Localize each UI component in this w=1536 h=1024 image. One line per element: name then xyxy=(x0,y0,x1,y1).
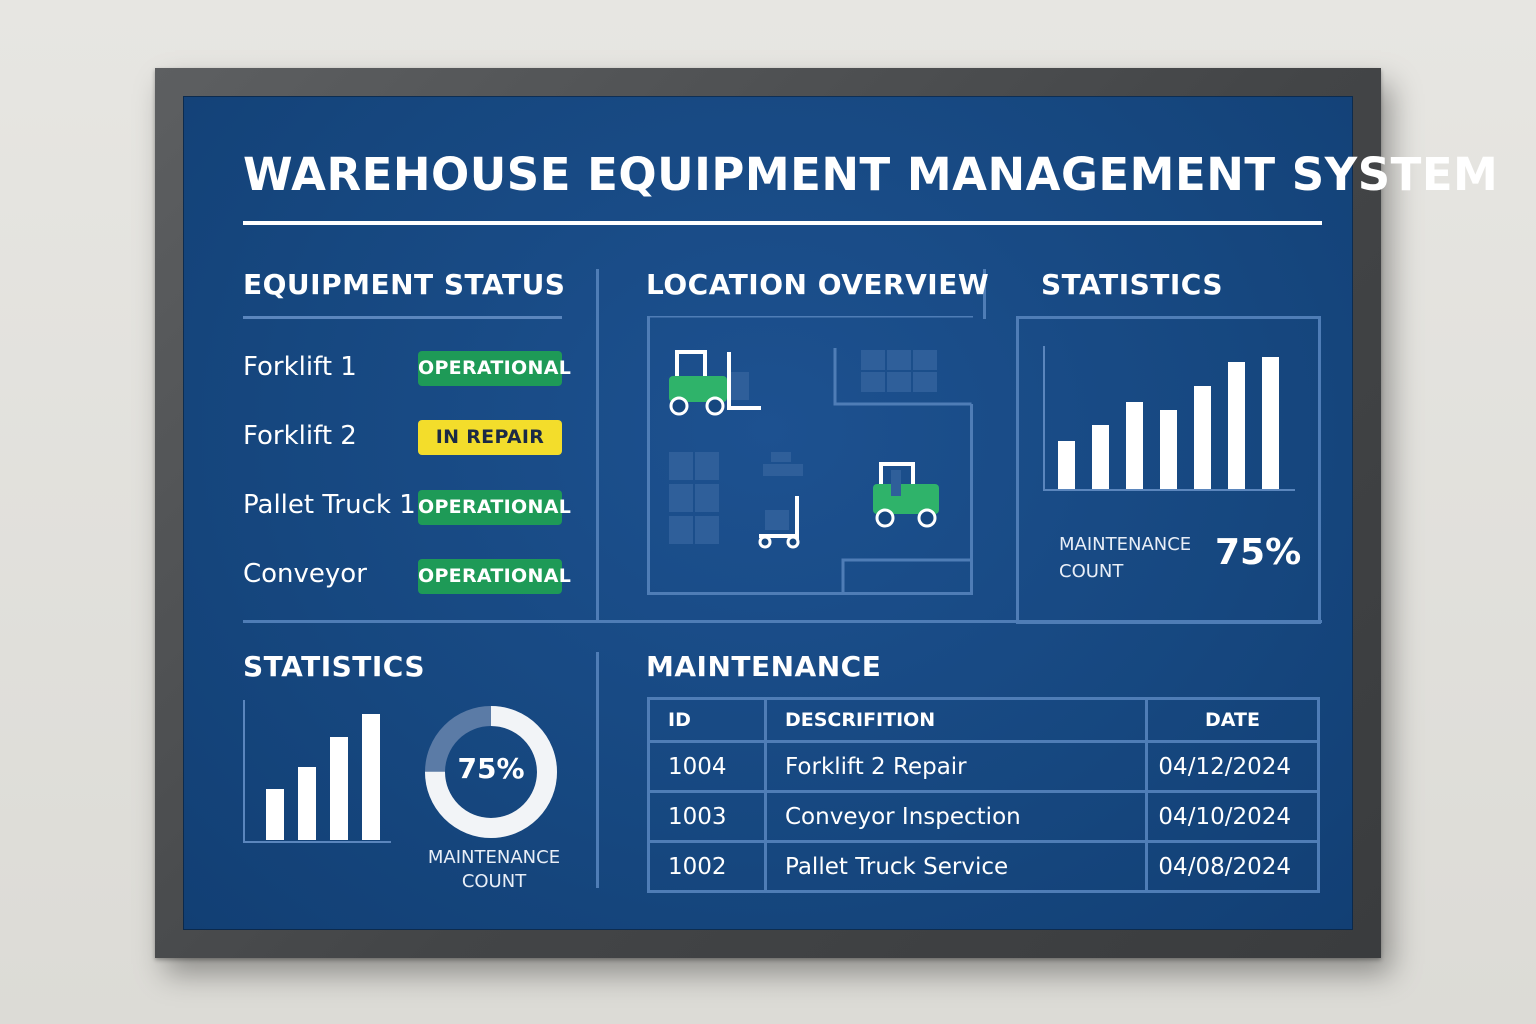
forklift-icon xyxy=(669,350,761,416)
table-row[interactable]: 1002 Pallet Truck Service 04/08/2024 xyxy=(647,840,1320,893)
chart-bar xyxy=(1126,402,1143,489)
table-row[interactable]: 1004 Forklift 2 Repair 04/12/2024 xyxy=(647,740,1320,793)
pallet-stack-icon xyxy=(669,452,719,544)
chart-bar xyxy=(1194,386,1211,489)
chart-bar xyxy=(1228,362,1245,489)
chart-bar xyxy=(298,767,316,840)
status-badge: OPERATIONAL xyxy=(418,351,571,386)
maintenance-count-label: MAINTENANCE COUNT xyxy=(427,847,561,892)
row-divider xyxy=(243,620,1322,623)
chart-x-axis xyxy=(1043,489,1295,491)
table-header-row: ID DESCRIFITION DATE xyxy=(647,697,1320,743)
boxes-icon xyxy=(763,452,803,476)
maintenance-title: MAINTENANCE xyxy=(646,650,882,683)
column-divider xyxy=(596,652,599,888)
column-header-description: DESCRIFITION xyxy=(764,697,1148,743)
cell-date: 04/12/2024 xyxy=(1145,740,1320,793)
equipment-name: Forklift 1 xyxy=(243,352,357,382)
equipment-name: Pallet Truck 1 xyxy=(243,490,416,520)
location-map xyxy=(647,314,986,595)
equipment-name: Forklift 2 xyxy=(243,421,357,451)
cell-id: 1003 xyxy=(647,790,767,843)
chart-bar xyxy=(266,789,284,840)
maintenance-count-label: MAINTENANCE COUNT xyxy=(1059,534,1192,582)
column-divider xyxy=(983,269,986,319)
chart-y-axis xyxy=(243,700,245,843)
shelving-icon xyxy=(861,350,937,392)
chart-bar xyxy=(362,714,380,840)
donut-percent: 75% xyxy=(457,752,525,785)
location-overview-title: LOCATION OVERVIEW xyxy=(646,268,990,301)
statistics-title: STATISTICS xyxy=(243,650,426,683)
column-divider xyxy=(596,269,599,621)
statistics-bar-chart xyxy=(1043,346,1295,493)
equipment-name: Conveyor xyxy=(243,559,367,589)
cell-description: Pallet Truck Service xyxy=(764,840,1148,893)
statistics-bar-chart xyxy=(243,700,391,843)
cell-date: 04/10/2024 xyxy=(1145,790,1320,843)
chart-bar xyxy=(1058,441,1075,489)
chart-x-axis xyxy=(243,841,391,843)
dashboard-board: WAREHOUSE EQUIPMENT MANAGEMENT SYSTEM EQ… xyxy=(183,96,1498,930)
title-divider xyxy=(243,221,1322,225)
cell-date: 04/08/2024 xyxy=(1145,840,1320,893)
cell-id: 1004 xyxy=(647,740,767,793)
chart-bar xyxy=(330,737,348,840)
statistics-panel xyxy=(1016,316,1321,624)
maintenance-donut: 75% xyxy=(423,704,559,840)
equipment-status-divider xyxy=(243,316,562,319)
cell-description: Conveyor Inspection xyxy=(764,790,1148,843)
chart-bar xyxy=(1092,425,1109,489)
column-header-date: DATE xyxy=(1145,697,1320,743)
maintenance-percent: 75% xyxy=(1215,532,1302,573)
status-badge: OPERATIONAL xyxy=(418,490,571,525)
statistics-title: STATISTICS xyxy=(1041,268,1224,301)
table-row[interactable]: 1003 Conveyor Inspection 04/10/2024 xyxy=(647,790,1320,843)
column-header-id: ID xyxy=(647,697,767,743)
equipment-status-title: EQUIPMENT STATUS xyxy=(243,268,566,301)
cell-description: Forklift 2 Repair xyxy=(764,740,1148,793)
chart-bar xyxy=(1262,357,1279,489)
status-badge: IN REPAIR xyxy=(418,420,562,455)
page-title: WAREHOUSE EQUIPMENT MANAGEMENT SYSTEM xyxy=(243,148,1499,201)
maintenance-table: ID DESCRIFITION DATE 1004 Forklift 2 Rep… xyxy=(647,697,1320,893)
cell-id: 1002 xyxy=(647,840,767,893)
chart-y-axis xyxy=(1043,346,1045,491)
chart-bar xyxy=(1160,410,1177,489)
forklift-icon xyxy=(873,462,939,528)
pallet-truck-icon xyxy=(758,496,800,549)
status-badge: OPERATIONAL xyxy=(418,559,571,594)
